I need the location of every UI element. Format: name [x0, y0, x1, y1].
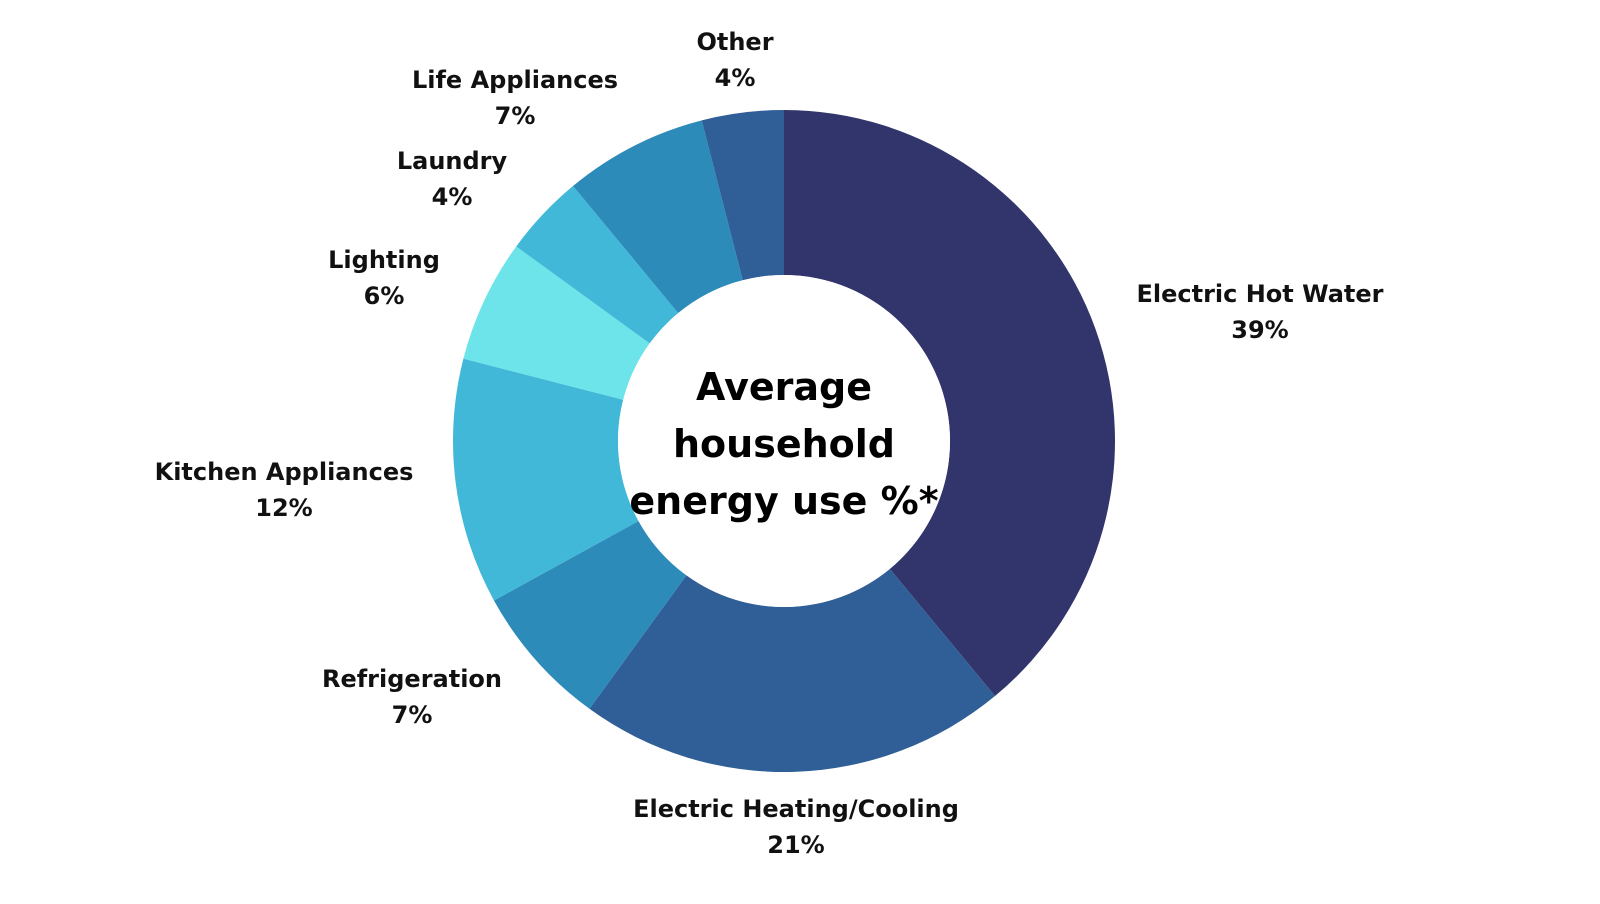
center-title: Average household energy use %*	[629, 365, 938, 523]
slice-label-laundry: Laundry 4%	[397, 147, 508, 211]
slice-label-life-appliances: Life Appliances 7%	[412, 66, 618, 130]
slice-refrigeration	[493, 520, 687, 709]
slice-label-name: Laundry	[397, 147, 508, 175]
slice-label-lighting: Lighting 6%	[328, 246, 440, 310]
slice-label-value: 7%	[495, 102, 536, 130]
slice-label-value: 7%	[392, 701, 433, 729]
slice-life-appliances	[573, 120, 743, 314]
slice-label-electric-hot-water: Electric Hot Water 39%	[1136, 280, 1383, 344]
slice-electric-heating-cooling	[589, 568, 995, 772]
slice-label-other: Other 4%	[696, 28, 773, 92]
slice-label-value: 4%	[715, 64, 756, 92]
slice-other	[701, 110, 784, 281]
slice-label-kitchen-appliances: Kitchen Appliances 12%	[155, 458, 414, 522]
slices-layer	[453, 110, 1115, 772]
slice-label-name: Electric Hot Water	[1136, 280, 1383, 308]
donut-hole	[618, 275, 950, 607]
slice-laundry	[516, 185, 679, 344]
slice-label-value: 39%	[1231, 316, 1288, 344]
slice-label-value: 4%	[432, 183, 473, 211]
slice-label-name: Electric Heating/Cooling	[633, 795, 959, 823]
slice-label-name: Lighting	[328, 246, 440, 274]
slice-label-name: Other	[696, 28, 773, 56]
slice-label-electric-heating-cooling: Electric Heating/Cooling 21%	[633, 795, 959, 859]
center-title-line-1: Average	[696, 365, 872, 409]
slice-label-name: Kitchen Appliances	[155, 458, 414, 486]
slice-label-refrigeration: Refrigeration 7%	[322, 665, 502, 729]
center-title-line-3: energy use %*	[629, 479, 938, 523]
slice-electric-hot-water	[784, 110, 1115, 697]
slice-label-name: Life Appliances	[412, 66, 618, 94]
slice-label-value: 21%	[767, 831, 824, 859]
slice-label-name: Refrigeration	[322, 665, 502, 693]
labels-layer: Electric Hot Water 39% Electric Heating/Co…	[155, 28, 1384, 859]
slice-label-value: 6%	[364, 282, 405, 310]
slice-kitchen-appliances	[453, 358, 639, 601]
center-title-line-2: household	[673, 422, 895, 466]
slice-label-value: 12%	[255, 494, 312, 522]
slice-lighting	[463, 246, 650, 400]
